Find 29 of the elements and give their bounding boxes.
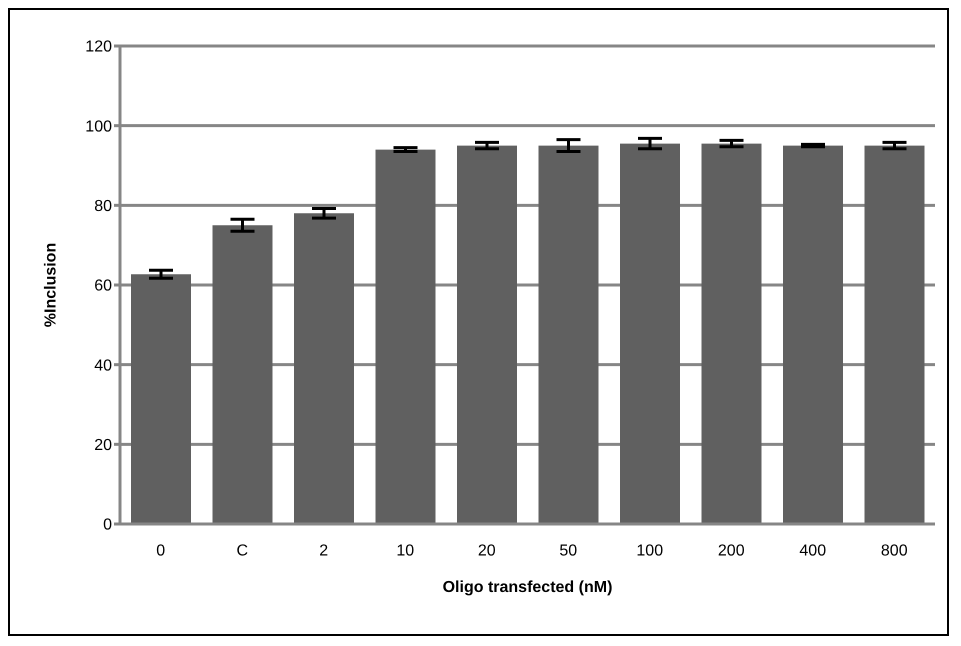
y-tick-label: 60 <box>94 278 112 295</box>
bar <box>702 144 762 524</box>
x-tick-label: 100 <box>636 542 664 560</box>
y-tick-label: 120 <box>85 38 112 56</box>
x-tick-label: 800 <box>880 542 908 560</box>
bar <box>212 225 272 524</box>
bar <box>864 146 924 524</box>
y-tick-label: 100 <box>85 118 112 136</box>
x-tick-label: 50 <box>559 542 578 560</box>
x-axis-title: Oligo transfected (nM) <box>442 579 612 596</box>
x-tick-label: 0 <box>156 542 166 560</box>
y-tick-label: 40 <box>94 357 112 374</box>
x-tick-label: C <box>236 542 248 560</box>
y-tick-label: 20 <box>94 437 112 454</box>
bar <box>620 144 680 524</box>
x-tick-label: 20 <box>478 542 496 560</box>
bar <box>294 213 354 524</box>
y-axis-title: %Inclusion <box>42 242 60 328</box>
x-tick-label: 400 <box>799 542 826 560</box>
x-tick-label: 200 <box>718 542 745 560</box>
bar <box>457 146 517 524</box>
x-tick-label: 10 <box>396 542 414 560</box>
y-tick-label: 0 <box>103 516 112 534</box>
bar <box>783 146 843 524</box>
bar <box>376 150 436 524</box>
x-tick-label: 2 <box>319 542 328 560</box>
bar <box>538 146 598 524</box>
y-tick-label: 80 <box>94 198 112 216</box>
bar <box>131 274 191 524</box>
